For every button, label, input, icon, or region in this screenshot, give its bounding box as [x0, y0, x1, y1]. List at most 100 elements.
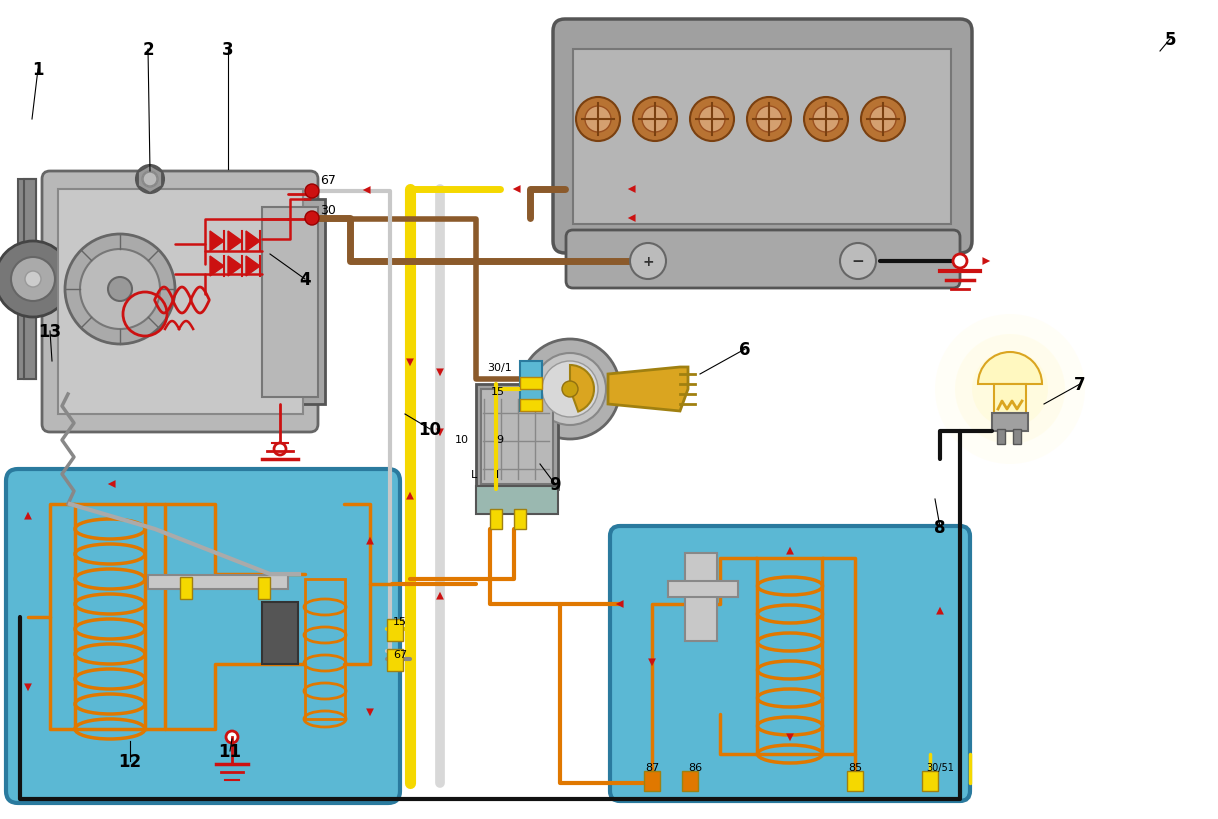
Wedge shape	[570, 365, 594, 412]
Text: 8: 8	[934, 518, 945, 536]
Circle shape	[630, 244, 666, 279]
Circle shape	[870, 106, 896, 133]
Bar	[490, 509, 502, 529]
Polygon shape	[228, 232, 242, 251]
Bar	[387, 649, 403, 672]
Bar	[387, 619, 403, 641]
Bar	[520, 400, 542, 411]
Circle shape	[304, 185, 319, 199]
Bar	[304, 579, 345, 719]
FancyBboxPatch shape	[553, 20, 972, 254]
Bar	[58, 190, 303, 414]
Text: 3: 3	[222, 41, 234, 59]
Bar	[18, 180, 37, 379]
Polygon shape	[608, 368, 688, 411]
Text: 67: 67	[393, 649, 407, 659]
Polygon shape	[228, 256, 242, 277]
Circle shape	[747, 98, 790, 142]
Text: 11: 11	[218, 742, 241, 760]
Circle shape	[861, 98, 905, 142]
Bar	[667, 581, 738, 597]
Bar	[922, 771, 938, 791]
Text: 30: 30	[320, 203, 336, 216]
FancyBboxPatch shape	[6, 469, 400, 803]
Bar	[149, 575, 287, 590]
Bar	[476, 486, 558, 514]
Circle shape	[80, 250, 160, 329]
Circle shape	[812, 106, 839, 133]
Circle shape	[633, 98, 677, 142]
Text: 9: 9	[549, 475, 560, 493]
Bar	[520, 361, 542, 411]
Bar	[258, 577, 270, 600]
Circle shape	[143, 172, 158, 188]
Text: 7: 7	[1074, 376, 1085, 393]
Circle shape	[65, 235, 175, 345]
Bar	[998, 429, 1005, 445]
Circle shape	[136, 165, 164, 194]
Text: 10: 10	[456, 434, 469, 445]
Text: 87: 87	[644, 762, 659, 772]
Bar	[514, 509, 526, 529]
Bar	[991, 414, 1028, 432]
Text: 67: 67	[320, 174, 336, 186]
Text: 86: 86	[688, 762, 702, 772]
Polygon shape	[138, 165, 162, 194]
Bar	[76, 505, 145, 729]
Text: L: L	[471, 469, 477, 479]
Text: −: −	[851, 254, 865, 269]
Circle shape	[756, 106, 782, 133]
Circle shape	[691, 98, 734, 142]
Text: 4: 4	[300, 270, 311, 288]
Wedge shape	[978, 352, 1043, 385]
Circle shape	[804, 98, 848, 142]
Circle shape	[108, 278, 132, 301]
Circle shape	[274, 443, 286, 455]
Circle shape	[972, 351, 1047, 428]
Bar	[262, 208, 318, 397]
Text: 9: 9	[497, 434, 503, 445]
Circle shape	[955, 335, 1065, 445]
FancyBboxPatch shape	[566, 231, 960, 288]
Circle shape	[520, 340, 620, 440]
Bar	[520, 378, 542, 390]
Text: 6: 6	[739, 341, 750, 359]
Bar	[262, 602, 298, 664]
Circle shape	[840, 244, 876, 279]
Text: 13: 13	[39, 323, 62, 341]
Circle shape	[642, 106, 667, 133]
Bar	[644, 771, 660, 791]
Circle shape	[11, 258, 55, 301]
Text: 30/1: 30/1	[487, 363, 513, 373]
Bar	[180, 577, 192, 600]
Bar	[685, 554, 717, 641]
Polygon shape	[209, 256, 224, 277]
Text: 85: 85	[848, 762, 862, 772]
Circle shape	[143, 173, 157, 187]
Bar	[847, 771, 864, 791]
Bar	[1013, 429, 1021, 445]
Text: 15: 15	[491, 387, 505, 396]
Text: 10: 10	[419, 420, 441, 438]
Bar	[24, 180, 37, 379]
Text: 12: 12	[118, 752, 141, 770]
FancyBboxPatch shape	[610, 527, 970, 801]
Circle shape	[952, 255, 967, 269]
Circle shape	[533, 354, 607, 426]
Text: 5: 5	[1164, 31, 1175, 49]
Circle shape	[542, 361, 598, 418]
Text: 1: 1	[32, 61, 44, 79]
Text: 15: 15	[393, 616, 407, 627]
Polygon shape	[246, 232, 259, 251]
Circle shape	[585, 106, 611, 133]
Bar	[476, 385, 558, 490]
Text: 30/51: 30/51	[926, 762, 954, 772]
Circle shape	[304, 212, 319, 226]
Circle shape	[227, 731, 238, 743]
Bar	[572, 50, 951, 224]
Circle shape	[561, 382, 579, 397]
Text: 2: 2	[143, 41, 153, 59]
Circle shape	[0, 242, 71, 318]
Text: l: l	[497, 469, 499, 479]
Polygon shape	[209, 232, 224, 251]
